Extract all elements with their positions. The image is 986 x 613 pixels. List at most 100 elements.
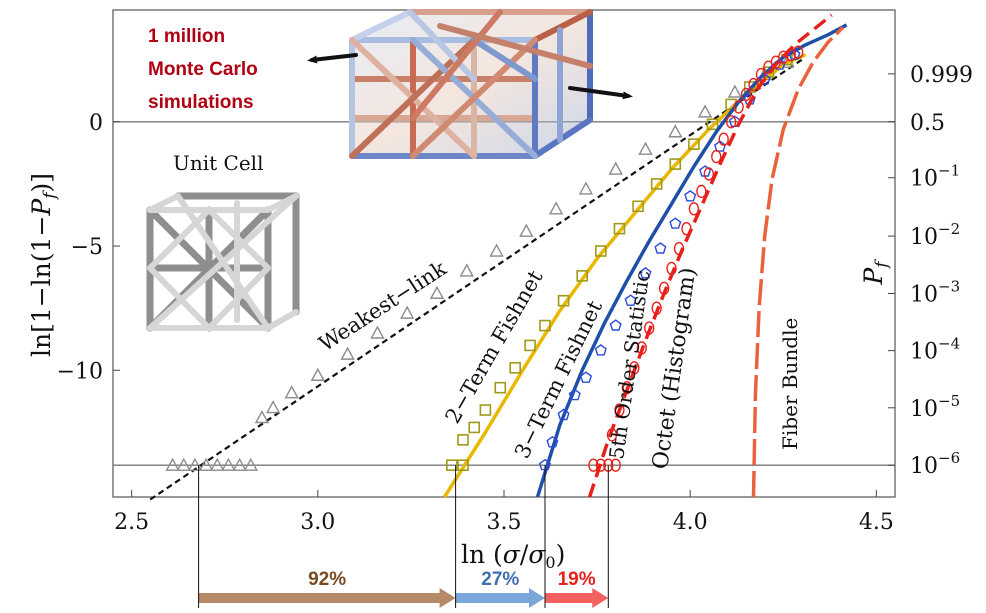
data-point xyxy=(669,217,682,229)
series-line xyxy=(751,26,845,498)
data-point xyxy=(400,305,415,319)
bottom-arrows: 92% 27% 19% xyxy=(198,465,609,608)
data-point xyxy=(494,381,507,394)
arrow-shaft xyxy=(455,593,531,603)
right-axis-ticks: 0.999 0.5 10−1 10−2 10−3 10−4 10−5 10−6 xyxy=(888,63,973,479)
data-point xyxy=(232,457,247,471)
arrow-head xyxy=(592,588,609,608)
data-point xyxy=(557,294,570,307)
series-0 xyxy=(149,58,803,501)
x-tick-label: 2.5 xyxy=(114,510,149,535)
data-point xyxy=(651,301,662,315)
data-point xyxy=(748,77,759,92)
arrow-head xyxy=(528,588,545,608)
data-point xyxy=(785,48,796,62)
y-tick-label: −10 xyxy=(57,359,103,384)
series-label: Weakest−link xyxy=(315,256,451,356)
data-point xyxy=(446,459,458,471)
right-tick-label: 10−4 xyxy=(910,335,960,365)
data-point xyxy=(606,428,618,442)
data-point xyxy=(650,178,663,190)
data-point xyxy=(636,341,647,355)
data-point xyxy=(210,457,225,471)
lattice-illustration xyxy=(307,9,633,159)
right-tick-label: 10−5 xyxy=(910,392,960,422)
data-point xyxy=(284,385,299,399)
data-point xyxy=(519,223,534,237)
data-point xyxy=(688,202,700,216)
right-tick-label: 10−3 xyxy=(910,278,960,308)
data-point xyxy=(176,457,191,471)
data-point xyxy=(658,281,670,295)
x-tick-label: 3.0 xyxy=(300,510,335,535)
data-point xyxy=(546,435,559,448)
data-point xyxy=(773,58,786,70)
bottom-arrow-1: 27% xyxy=(455,569,545,608)
data-point xyxy=(669,158,682,170)
data-point xyxy=(576,270,589,282)
x-tick-label: 4.0 xyxy=(673,510,708,535)
data-point xyxy=(629,361,640,375)
data-point xyxy=(429,285,445,299)
x-axis-title: ln (σ/σ0) xyxy=(461,540,565,572)
data-point xyxy=(696,184,707,199)
data-point xyxy=(639,267,652,279)
data-point xyxy=(265,400,281,414)
data-point xyxy=(688,138,700,150)
data-point xyxy=(568,388,581,401)
data-point xyxy=(594,344,607,356)
data-point xyxy=(668,124,683,138)
series-4 xyxy=(535,23,848,498)
data-point xyxy=(548,201,564,215)
data-point xyxy=(638,141,653,155)
y-tick-label: −5 xyxy=(71,235,103,260)
right-tick-label: 10−6 xyxy=(910,449,960,479)
data-point xyxy=(165,457,180,471)
unit-cell-label: Unit Cell xyxy=(173,151,263,175)
series-layer xyxy=(149,13,848,501)
series-label: Octet (Histogram) xyxy=(648,266,701,471)
data-point xyxy=(733,100,744,114)
data-point xyxy=(557,408,570,421)
data-point xyxy=(524,339,536,352)
data-point xyxy=(509,361,521,374)
arrow-shaft xyxy=(544,593,595,603)
percentage-label: 92% xyxy=(308,569,346,590)
series-label: Fiber Bundle xyxy=(778,318,802,450)
data-point xyxy=(608,161,623,175)
data-point xyxy=(539,319,551,332)
series-8 xyxy=(751,26,845,498)
percentage-label: 27% xyxy=(481,569,519,590)
note-line-2: Monte Carlo xyxy=(148,59,258,80)
y-axis-title: ln[1−ln(1−Pf)] xyxy=(27,173,60,357)
series-line xyxy=(149,58,803,501)
data-point xyxy=(703,167,715,181)
y-tick-label: 0 xyxy=(89,111,103,136)
data-point xyxy=(711,149,722,164)
data-point xyxy=(673,241,685,256)
data-point xyxy=(310,367,325,381)
data-point xyxy=(758,73,771,85)
data-point xyxy=(725,115,737,129)
percentage-label: 19% xyxy=(558,569,596,590)
data-point xyxy=(588,458,599,472)
x-axis-ticks: 2.5 3.0 3.5 4.0 4.5 xyxy=(114,490,894,535)
data-point xyxy=(681,221,692,236)
data-point xyxy=(718,132,729,146)
arrow-shaft xyxy=(198,593,442,603)
data-point xyxy=(621,380,633,395)
data-point xyxy=(654,242,667,254)
right-tick-label: 0.5 xyxy=(910,111,945,136)
data-point xyxy=(727,84,743,98)
data-point xyxy=(340,346,355,360)
note-line-1: 1 million xyxy=(148,26,225,47)
x-tick-label: 3.5 xyxy=(487,510,522,535)
data-point xyxy=(706,118,719,131)
series-label: 2−Term Fishnet xyxy=(441,266,548,428)
data-point xyxy=(243,457,258,471)
series-1 xyxy=(165,54,795,471)
data-point xyxy=(459,263,474,277)
data-point xyxy=(457,434,469,446)
